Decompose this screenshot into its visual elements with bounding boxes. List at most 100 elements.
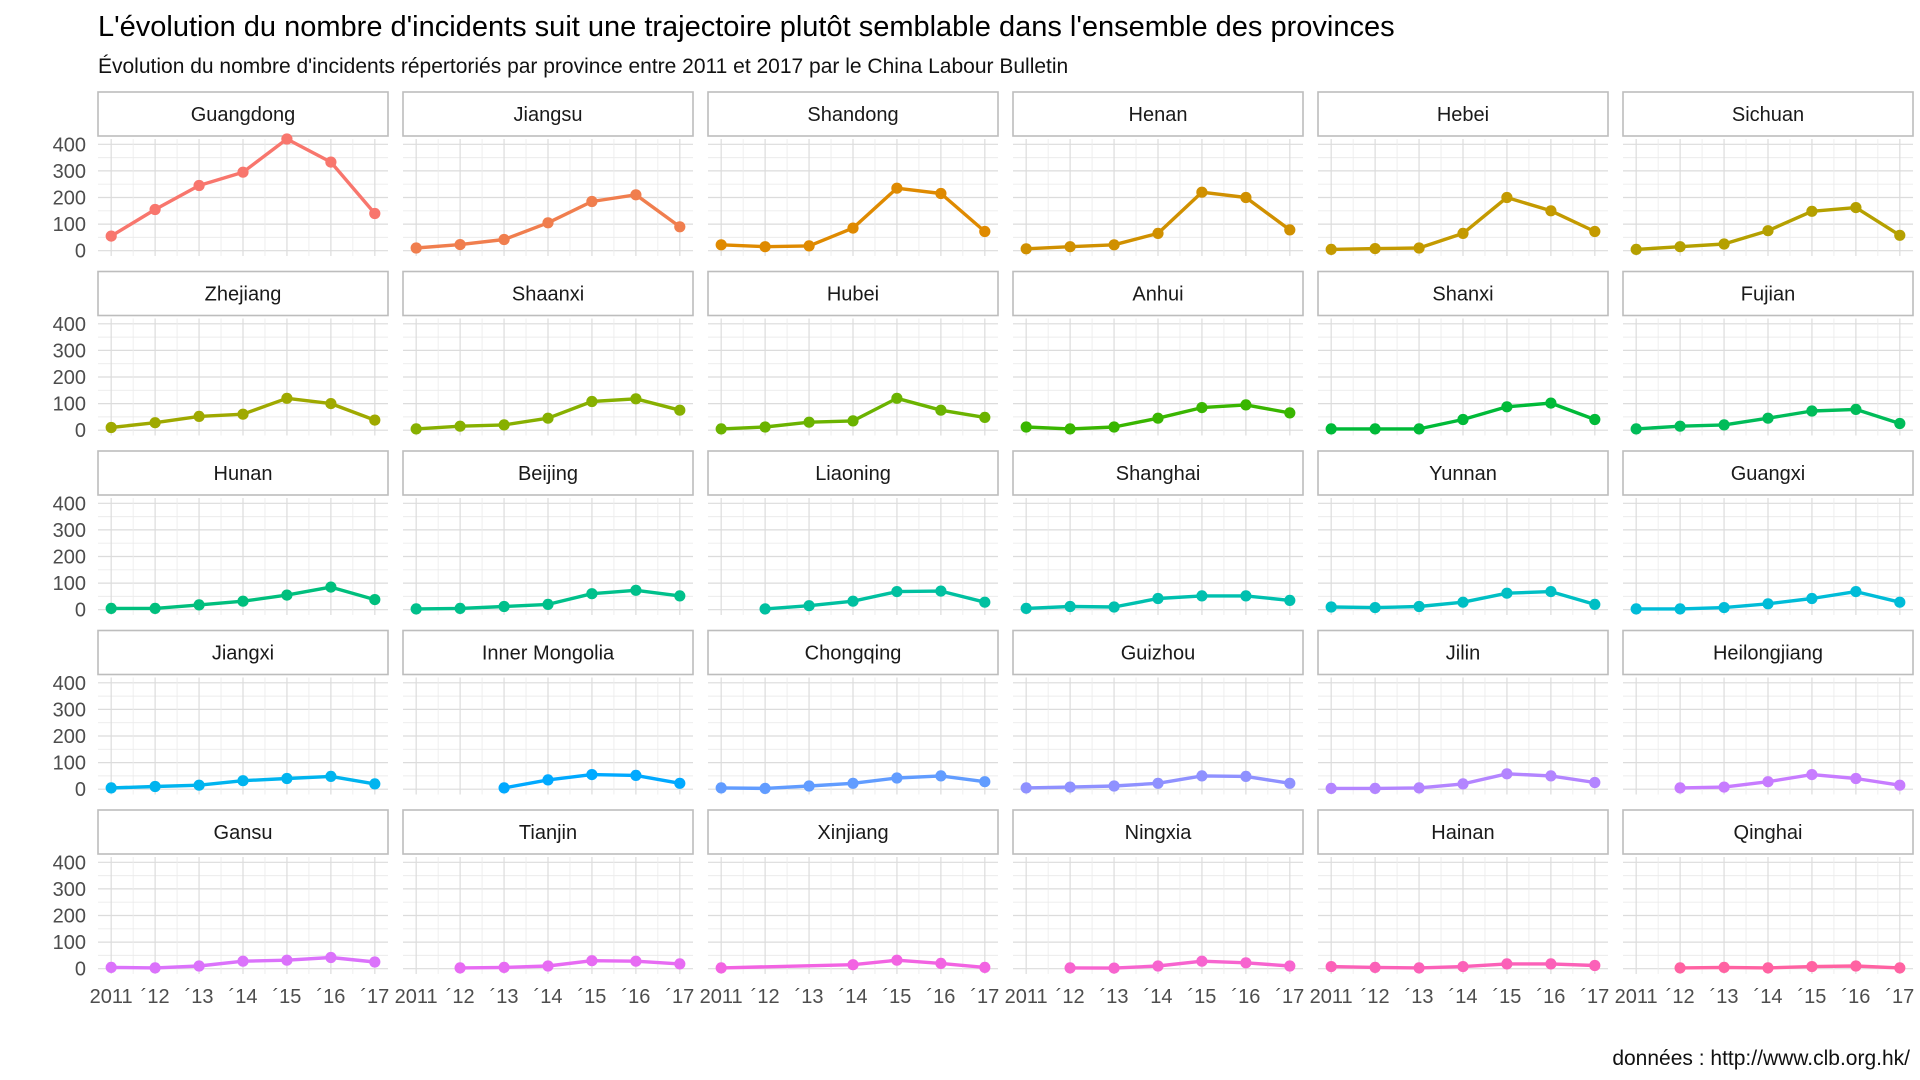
data-point: [369, 778, 381, 790]
data-point: [1545, 397, 1557, 409]
x-tick-label: ´14: [534, 986, 563, 1008]
data-point: [1240, 399, 1252, 411]
data-point: [454, 962, 466, 974]
facet-label: Hunan: [214, 463, 273, 485]
x-tick-label: ´14: [839, 986, 868, 1008]
data-point: [1457, 596, 1469, 608]
data-point: [1806, 961, 1818, 973]
data-point: [674, 958, 686, 970]
data-point: [325, 156, 337, 168]
x-tick-label: ´13: [1710, 986, 1739, 1008]
data-point: [586, 195, 598, 208]
facet-panel: Chongqing: [707, 629, 999, 795]
x-tick-label: ´13: [1100, 986, 1129, 1008]
data-point: [1325, 423, 1337, 435]
data-point: [1630, 603, 1642, 615]
data-point: [1501, 958, 1513, 970]
data-point: [1240, 957, 1252, 969]
data-point: [1762, 225, 1774, 237]
x-tick-label: ´16: [316, 986, 345, 1008]
x-tick-label: ´15: [1797, 986, 1826, 1008]
data-point: [1545, 205, 1557, 217]
y-tick-label: 100: [53, 394, 86, 416]
x-tick-label: ´14: [229, 986, 258, 1008]
data-point: [1894, 962, 1906, 974]
data-point: [715, 782, 727, 794]
data-point: [1674, 241, 1686, 253]
data-point: [542, 412, 554, 424]
data-point: [281, 772, 293, 785]
facet-label: Chongqing: [805, 643, 902, 665]
x-tick-label: ´17: [1580, 986, 1609, 1008]
data-point: [1152, 777, 1164, 789]
data-point: [1064, 962, 1076, 974]
data-point: [1718, 238, 1730, 250]
data-point: [1762, 598, 1774, 610]
facet-strip: [1012, 91, 1304, 137]
data-point: [1589, 776, 1601, 789]
data-point: [1284, 777, 1296, 789]
data-point: [454, 420, 466, 432]
data-point: [369, 414, 381, 426]
y-tick-label: 300: [53, 340, 86, 362]
data-point: [674, 221, 686, 233]
data-point: [630, 393, 642, 405]
y-tick-label: 300: [53, 699, 86, 721]
data-point: [1630, 243, 1642, 255]
x-tick-label: ´17: [360, 986, 389, 1008]
data-point: [1369, 961, 1381, 974]
data-point: [803, 240, 815, 252]
data-point: [586, 955, 598, 967]
facet-strip: [1622, 629, 1914, 676]
data-point: [759, 603, 771, 615]
data-point: [1413, 782, 1425, 794]
x-tick-label: ´13: [1405, 986, 1434, 1008]
data-point: [1718, 419, 1730, 431]
facet-panel: Qinghai 2011 ´12 ´13 ´14 ´15 ´16 ´17: [1615, 809, 1914, 1008]
facet-panel: Fujian: [1622, 270, 1914, 436]
x-tick-label: ´12: [1056, 986, 1085, 1008]
facet-label: Shandong: [807, 104, 898, 126]
data-point: [1806, 405, 1818, 417]
facet-label: Heilongjiang: [1713, 643, 1823, 665]
panel-grid: [1318, 139, 1608, 256]
data-point: [935, 585, 947, 597]
x-tick-label: 2011: [1310, 986, 1353, 1008]
data-point: [1284, 594, 1296, 607]
data-point: [1674, 962, 1686, 974]
x-tick-label: ´15: [882, 986, 911, 1008]
data-point: [105, 230, 117, 242]
data-point: [1240, 590, 1252, 602]
facet-panel: Beijing: [402, 450, 694, 615]
panel-grid: [1623, 139, 1913, 256]
data-point: [498, 600, 510, 613]
data-point: [193, 779, 205, 791]
panel-grid: [98, 677, 388, 795]
data-point: [1240, 191, 1252, 204]
facet-strip: [1317, 270, 1609, 317]
data-point: [1762, 412, 1774, 424]
data-point: [369, 594, 381, 606]
data-point: [1413, 600, 1425, 613]
data-point: [586, 769, 598, 781]
data-point: [1501, 191, 1513, 204]
facet-strip: [1317, 91, 1609, 137]
facet-panel: Sichuan: [1622, 91, 1914, 256]
data-point: [1501, 768, 1513, 780]
x-tick-label: ´16: [1536, 986, 1565, 1008]
data-point: [630, 955, 642, 967]
data-point: [1020, 782, 1032, 794]
facet-label: Hebei: [1437, 104, 1489, 126]
data-point: [1501, 587, 1513, 599]
x-tick-label: ´14: [1449, 986, 1478, 1008]
data-point: [1457, 227, 1469, 239]
facet-panel: Guizhou: [1012, 629, 1304, 795]
facet-label: Liaoning: [815, 463, 891, 485]
y-tick-label: 100: [53, 214, 86, 236]
data-point: [1325, 782, 1337, 795]
x-tick-label: ´15: [577, 986, 606, 1008]
facet-panel: Zhejiang 0 100 200 300 400: [53, 270, 389, 442]
facet-strip: [402, 629, 694, 676]
facet-label: Qinghai: [1734, 822, 1803, 844]
data-point: [1806, 769, 1818, 781]
